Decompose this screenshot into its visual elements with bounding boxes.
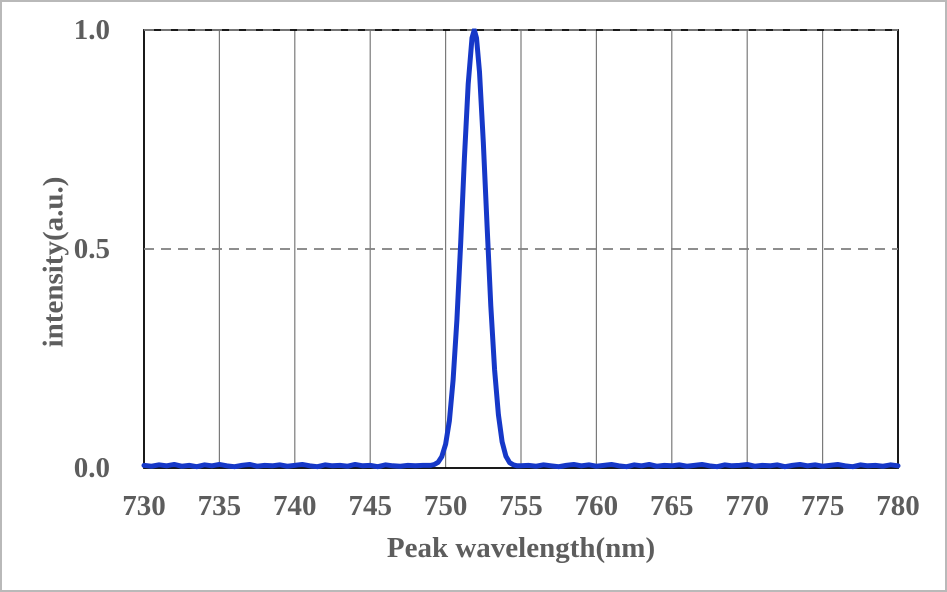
x-tick-label: 740 xyxy=(273,490,317,522)
x-tick-label: 755 xyxy=(499,490,543,522)
x-tick-label: 765 xyxy=(650,490,694,522)
x-tick-label: 780 xyxy=(876,490,920,522)
spectrum-curve xyxy=(141,28,901,470)
x-tick-label: 750 xyxy=(423,490,468,522)
y-tick-label: 1.0 xyxy=(73,14,110,46)
x-tick-label: 775 xyxy=(800,490,845,522)
y-tick-label: 0.5 xyxy=(73,233,110,265)
x-tick-label: 770 xyxy=(725,490,769,522)
y-tick-label: 0.0 xyxy=(73,452,110,484)
x-axis-title: Peak wavelength(nm) xyxy=(386,532,656,564)
y-axis-title: intensity(a.u.) xyxy=(37,176,70,348)
x-tick-label: 745 xyxy=(348,490,392,522)
x-tick-label: 760 xyxy=(574,490,619,522)
x-tick-label: 735 xyxy=(197,490,242,522)
x-tick-label: 730 xyxy=(122,490,166,522)
